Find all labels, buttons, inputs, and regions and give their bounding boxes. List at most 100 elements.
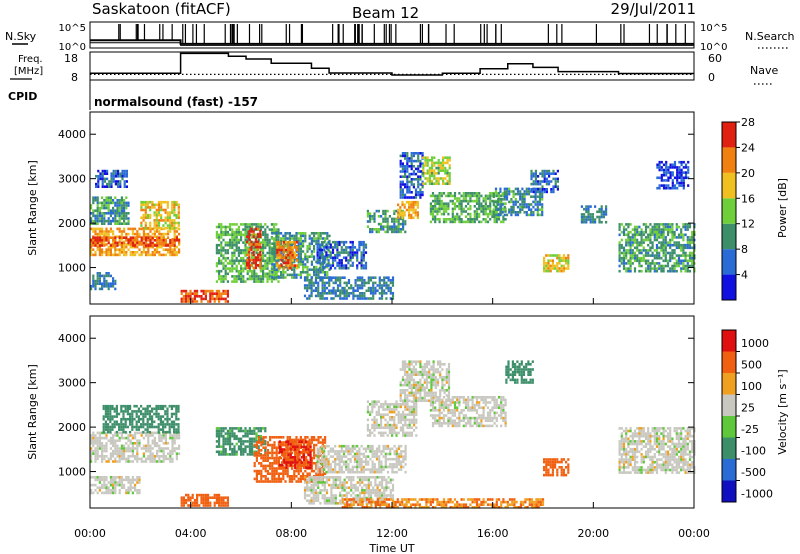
scatter-cell	[117, 180, 120, 183]
scatter-cell	[347, 281, 351, 285]
scatter-cell	[684, 269, 687, 273]
scatter-cell	[229, 429, 232, 433]
scatter-cell	[215, 251, 218, 255]
scatter-cell	[266, 472, 269, 475]
scatter-cell	[242, 241, 245, 244]
scatter-cell	[142, 415, 145, 418]
scatter-cell	[237, 269, 240, 273]
noise-tick-bottom-right: 10^0	[700, 42, 727, 53]
scatter-cell	[164, 417, 167, 421]
scatter-cell	[469, 218, 472, 221]
scatter-cell	[682, 160, 685, 164]
scatter-cell	[386, 225, 389, 228]
scatter-cell	[446, 172, 449, 175]
scatter-cell	[255, 280, 258, 283]
scatter-cell	[431, 164, 434, 167]
scatter-cell	[222, 267, 225, 270]
scatter-cell	[662, 223, 665, 226]
scatter-cell	[159, 417, 162, 421]
scatter-cell	[175, 226, 178, 230]
scatter-cell	[136, 460, 139, 463]
scatter-cell	[499, 200, 502, 204]
scatter-cell	[90, 253, 93, 257]
scatter-cell	[664, 243, 667, 247]
scatter-cell	[395, 225, 398, 228]
scatter-cell	[640, 259, 643, 263]
scatter-cell	[287, 261, 290, 265]
scatter-cell	[445, 194, 448, 198]
scatter-cell	[428, 179, 431, 183]
scatter-cell	[424, 177, 427, 180]
scatter-cell	[168, 221, 172, 225]
scatter-cell	[393, 228, 396, 231]
scatter-cell	[92, 239, 95, 242]
scatter-cell	[134, 232, 137, 236]
scatter-cell	[102, 404, 105, 408]
scatter-cell	[304, 252, 307, 256]
scatter-cell	[618, 254, 621, 257]
scatter-cell	[525, 205, 528, 209]
scatter-cell	[644, 228, 648, 231]
scatter-cell	[629, 267, 632, 270]
scatter-cell	[362, 256, 365, 260]
scatter-cell	[240, 230, 243, 234]
scatter-cell	[173, 248, 176, 251]
scatter-cell	[334, 240, 337, 244]
scatter-cell	[399, 196, 402, 199]
scatter-cell	[638, 259, 641, 263]
scatter-cell	[229, 259, 232, 263]
scatter-cell	[445, 202, 448, 205]
scatter-cell	[123, 169, 126, 173]
scatter-cell	[414, 152, 418, 155]
scatter-cell	[120, 199, 123, 202]
scatter-cell	[127, 219, 130, 223]
scatter-cell	[220, 225, 223, 229]
scatter-cell	[125, 460, 128, 463]
scatter-cell	[453, 194, 457, 198]
scatter-cell	[404, 154, 407, 158]
scatter-cell	[146, 213, 150, 217]
scatter-cell	[625, 238, 628, 242]
scatter-cell	[644, 254, 648, 257]
scatter-cell	[347, 294, 351, 298]
scatter-cell	[103, 206, 106, 210]
scatter-cell	[556, 262, 559, 265]
scatter-cell	[356, 266, 359, 270]
scatter-cell	[222, 442, 225, 446]
scatter-cell	[339, 297, 342, 300]
scatter-cell	[364, 246, 368, 249]
scatter-cell	[222, 499, 225, 502]
scatter-cell	[671, 238, 674, 242]
scatter-cell	[647, 259, 650, 263]
scatter-cell	[146, 216, 150, 220]
scatter-cell	[326, 237, 329, 240]
scatter-cell	[554, 172, 557, 175]
scatter-cell	[253, 427, 256, 430]
scatter-cell	[401, 175, 404, 178]
scatter-cell	[273, 255, 276, 258]
scatter-cell	[237, 447, 240, 451]
scatter-cell	[105, 449, 108, 453]
scatter-cell	[120, 444, 123, 448]
scatter-cell	[193, 297, 196, 301]
scatter-cell	[629, 249, 632, 252]
scatter-cell	[125, 206, 128, 210]
scatter-cell	[287, 240, 290, 244]
scatter-cell	[173, 200, 176, 204]
scatter-cell	[123, 248, 126, 251]
scatter-cell	[532, 187, 535, 191]
scatter-cell	[431, 166, 434, 170]
scatter-cell	[134, 236, 137, 239]
scatter-cell	[101, 175, 104, 178]
scatter-cell	[516, 192, 520, 196]
scatter-cell	[240, 233, 243, 237]
scatter-cell	[207, 300, 210, 303]
scatter-cell	[480, 220, 483, 224]
scatter-cell	[259, 251, 262, 254]
scatter-cell	[260, 449, 263, 452]
scatter-cell	[319, 271, 322, 274]
scatter-cell	[391, 276, 395, 279]
scatter-cell	[669, 230, 672, 234]
scatter-cell	[361, 284, 364, 287]
scatter-cell	[158, 243, 161, 246]
